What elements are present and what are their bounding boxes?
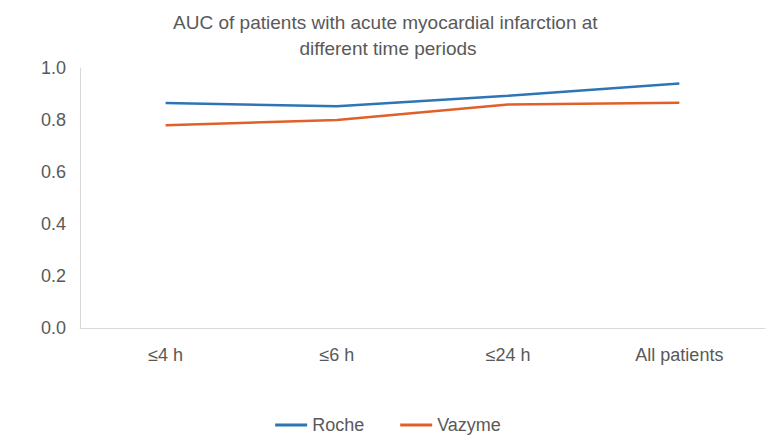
svg-text:1.0: 1.0 <box>41 58 66 78</box>
svg-text:0.8: 0.8 <box>41 110 66 130</box>
svg-text:0.0: 0.0 <box>41 318 66 338</box>
svg-text:0.6: 0.6 <box>41 162 66 182</box>
svg-text:Vazyme: Vazyme <box>437 415 501 435</box>
svg-text:Roche: Roche <box>312 415 364 435</box>
svg-text:AUC of patients with acute myo: AUC of patients with acute myocardial in… <box>173 12 603 33</box>
svg-text:0.2: 0.2 <box>41 266 66 286</box>
svg-text:≤4 h: ≤4 h <box>148 345 183 365</box>
svg-text:≤6 h: ≤6 h <box>319 345 354 365</box>
svg-text:≤24 h: ≤24 h <box>486 345 531 365</box>
svg-text:All patients: All patients <box>635 345 723 365</box>
svg-text:0.4: 0.4 <box>41 214 66 234</box>
svg-text:different time periods: different time periods <box>299 38 476 59</box>
